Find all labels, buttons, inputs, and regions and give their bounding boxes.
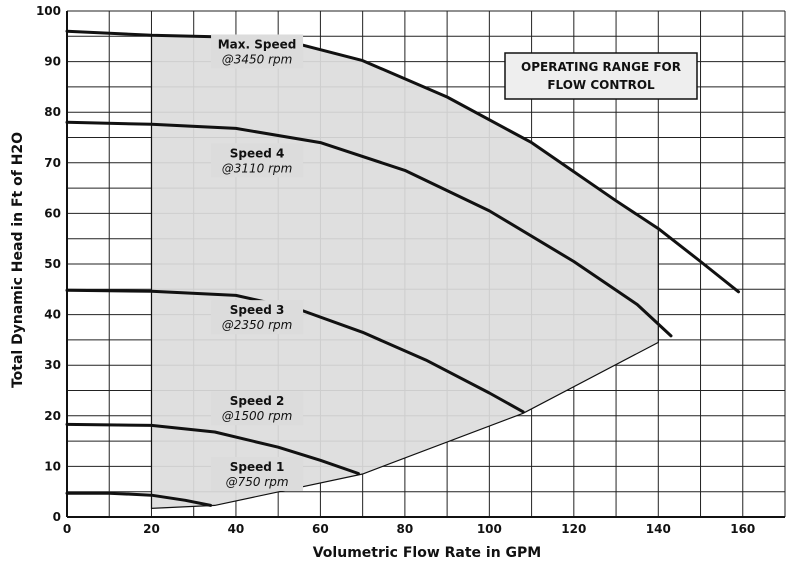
curve-label-rpm: @3450 rpm: [222, 52, 293, 66]
curve-label-rpm: @1500 rpm: [222, 409, 293, 423]
operating-range-box: OPERATING RANGE FOR FLOW CONTROL: [504, 52, 698, 100]
x-tick-label: 0: [63, 522, 71, 536]
y-tick-label: 30: [44, 358, 61, 372]
curve-label-rpm: @3110 rpm: [222, 161, 293, 175]
curve-3: [65, 288, 525, 414]
x-tick-label: 160: [730, 522, 755, 536]
x-tick-label: 80: [397, 522, 414, 536]
curve-1: [65, 29, 740, 294]
x-tick-label: 40: [228, 522, 245, 536]
operating-range-box-line2: FLOW CONTROL: [547, 78, 655, 92]
curve-5: [65, 491, 213, 507]
curve-label-name: Speed 4: [230, 146, 285, 160]
x-axis-title: Volumetric Flow Rate in GPM: [313, 545, 542, 561]
x-tick-label: 140: [646, 522, 671, 536]
y-tick-label: 80: [44, 105, 61, 119]
y-tick-label: 100: [36, 4, 61, 18]
x-tick-label: 20: [143, 522, 160, 536]
curve-labels: Max. Speed@3450 rpm Speed 4@3110 rpm Speed…: [211, 34, 304, 491]
curve-label-name: Speed 1: [230, 460, 285, 474]
y-axis-title: Total Dynamic Head in Ft of H2O: [10, 132, 26, 388]
curve-label-name: Speed 3: [230, 303, 285, 317]
x-tick-label: 100: [477, 522, 502, 536]
curve-label-rpm: @2350 rpm: [222, 318, 293, 332]
operating-range-polygon: [150, 34, 659, 510]
curve-label-bg: [211, 456, 304, 491]
y-tick-label: 70: [44, 156, 61, 170]
y-tick-label: 0: [53, 510, 61, 524]
curve-label-name: Speed 2: [230, 394, 285, 408]
speed-curves: [65, 29, 740, 507]
y-tick-label: 50: [44, 257, 61, 271]
y-tick-label: 90: [44, 55, 61, 69]
operating-range-box-line1: OPERATING RANGE FOR: [521, 60, 681, 74]
y-tick-label: 60: [44, 206, 61, 220]
x-tick-label: 60: [312, 522, 329, 536]
x-tick-label: 120: [561, 522, 586, 536]
y-tick-label: 40: [44, 308, 61, 322]
curve-label-name: Max. Speed: [218, 37, 297, 51]
curve-label-bg: [211, 391, 304, 426]
operating-range-region: [150, 34, 659, 510]
curve-label-bg: [211, 34, 304, 69]
curve-2: [65, 120, 673, 338]
curve-label-bg: [211, 300, 304, 335]
y-tick-label: 20: [44, 409, 61, 423]
curve-label-rpm: @750 rpm: [226, 475, 289, 489]
curve-label-bg: [211, 143, 304, 178]
y-tick-label: 10: [44, 459, 61, 473]
tick-labels: 0 20 40 60 80 100 120 140 160 0 10 20 30 40 50 60 70 80 90…: [36, 4, 755, 536]
curve-4: [65, 422, 360, 475]
